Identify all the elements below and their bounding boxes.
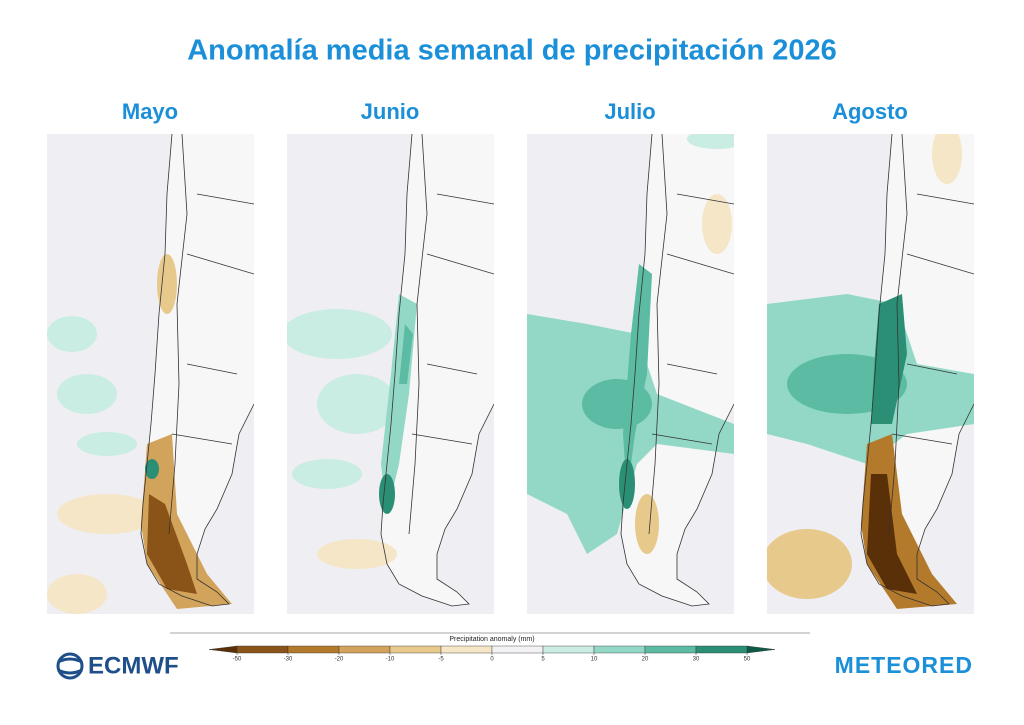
panel-label: Mayo <box>122 99 178 124</box>
colorbar-tick-label: -20 <box>335 657 344 663</box>
colorbar-tick-label: 50 <box>744 657 751 663</box>
colorbar-segment <box>542 645 595 654</box>
ecmwf-logo: ECMWF <box>56 652 179 680</box>
panel-label: Julio <box>604 99 655 124</box>
colorbar-tick-label: -5 <box>438 657 444 663</box>
colorbar-segment <box>338 645 391 654</box>
panel-label: Junio <box>361 99 420 124</box>
colorbar-tick-label: -50 <box>233 657 242 663</box>
panel-label: Agosto <box>832 99 908 124</box>
map-panel <box>767 134 974 614</box>
colorbar-tick-label: 30 <box>693 657 700 663</box>
title: Anomalía media semanal de precipitación … <box>187 35 837 67</box>
colorbar-tick-label: -30 <box>284 657 293 663</box>
colorbar-segment <box>491 645 544 654</box>
map-panel <box>527 134 734 614</box>
colorbar-over <box>746 645 776 654</box>
colorbar-tick-label: 10 <box>591 657 598 663</box>
colorbar-segment <box>644 645 697 654</box>
colorbar-segment <box>440 645 493 654</box>
map-panel <box>47 134 254 614</box>
colorbar-segment <box>236 645 289 654</box>
colorbar-tick-label: -10 <box>386 657 395 663</box>
colorbar-segment <box>287 645 340 654</box>
logo-text: ECMWF <box>88 652 179 679</box>
colorbar-tick-label: 5 <box>541 657 545 663</box>
colorbar-segment <box>389 645 442 654</box>
colorbar-segment <box>593 645 646 654</box>
colorbar-label: Precipitation anomaly (mm) <box>449 636 534 643</box>
colorbar-tick-label: 20 <box>642 657 649 663</box>
map-panel <box>287 134 494 614</box>
logo-text: METEORED <box>835 652 973 678</box>
colorbar-segment <box>695 645 748 654</box>
colorbar-tick-label: 0 <box>490 657 494 663</box>
colorbar-under <box>208 645 238 654</box>
